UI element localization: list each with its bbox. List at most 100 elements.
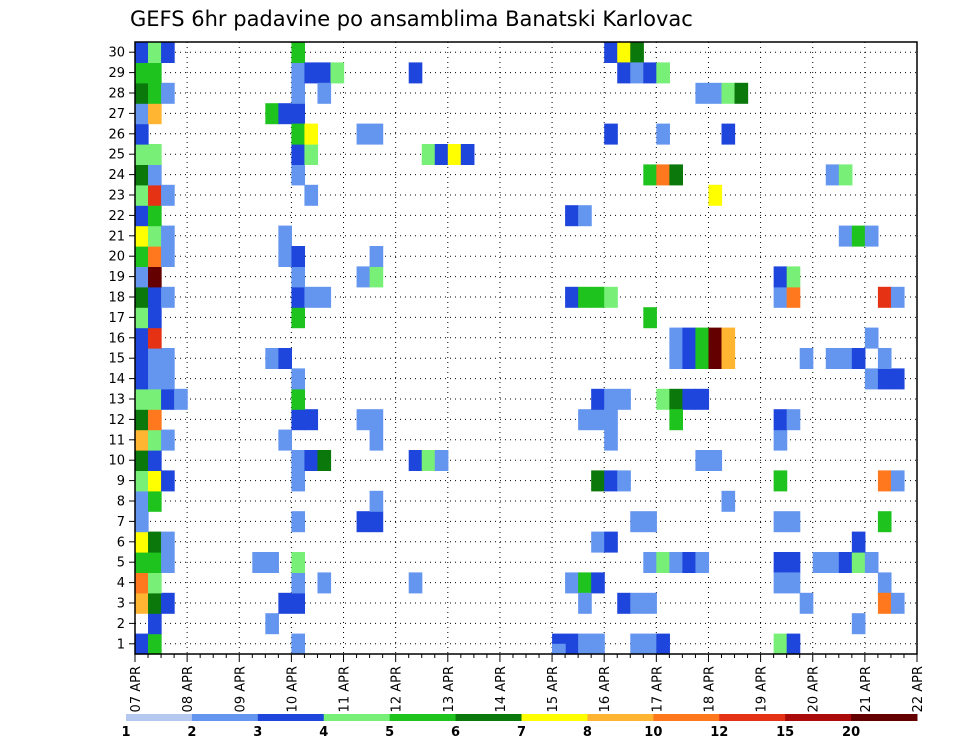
heatmap-cell bbox=[304, 450, 319, 471]
heatmap-cell bbox=[135, 42, 149, 63]
heatmap-cell bbox=[148, 633, 162, 655]
heatmap-cell bbox=[135, 205, 149, 227]
heatmap-cell bbox=[604, 409, 618, 431]
heatmap-cell bbox=[161, 552, 175, 573]
y-tick-label: 26 bbox=[108, 127, 125, 142]
heatmap-cell bbox=[291, 307, 306, 329]
heatmap-cell bbox=[135, 307, 149, 329]
heatmap-cell bbox=[877, 348, 892, 369]
heatmap-cell bbox=[630, 42, 644, 63]
y-tick-label: 16 bbox=[108, 331, 125, 346]
heatmap-cell bbox=[148, 409, 162, 431]
heatmap-cell bbox=[786, 552, 801, 573]
heatmap-cell bbox=[135, 429, 149, 451]
heatmap-cell bbox=[604, 388, 618, 410]
heatmap-cell bbox=[643, 62, 657, 84]
heatmap-cell bbox=[291, 368, 306, 390]
heatmap-cell bbox=[877, 286, 892, 308]
heatmap-cell bbox=[291, 42, 306, 63]
colorbar-swatch bbox=[719, 714, 786, 721]
heatmap-cell bbox=[135, 552, 149, 573]
heatmap-cell bbox=[656, 552, 670, 573]
heatmap-cell bbox=[421, 450, 436, 471]
heatmap-cell bbox=[669, 348, 683, 369]
heatmap-cell bbox=[890, 286, 905, 308]
heatmap-cell bbox=[604, 470, 618, 492]
y-tick-label: 24 bbox=[108, 168, 125, 183]
y-tick-label: 19 bbox=[108, 270, 125, 285]
heatmap-cell bbox=[786, 409, 801, 431]
heatmap-cell bbox=[408, 450, 423, 471]
heatmap-cell bbox=[617, 42, 631, 63]
heatmap-cell bbox=[291, 633, 306, 655]
heatmap-cell bbox=[148, 307, 162, 329]
colorbar-swatch bbox=[323, 714, 391, 721]
y-tick-label: 4 bbox=[117, 576, 125, 591]
heatmap-cell bbox=[656, 62, 670, 84]
y-tick-label: 9 bbox=[117, 474, 125, 489]
heatmap-cell bbox=[851, 348, 866, 369]
colorbar-label: 5 bbox=[385, 725, 394, 740]
heatmap-cell bbox=[148, 429, 162, 451]
heatmap-cell bbox=[799, 592, 814, 614]
heatmap-cell bbox=[161, 429, 175, 451]
heatmap-cell bbox=[669, 409, 683, 431]
heatmap-cell bbox=[317, 572, 332, 594]
heatmap-cell bbox=[148, 490, 162, 512]
heatmap-cell bbox=[695, 82, 710, 104]
heatmap-cell bbox=[278, 225, 292, 247]
heatmap-cell bbox=[825, 552, 840, 573]
heatmap-cell bbox=[161, 592, 175, 614]
heatmap-cell bbox=[161, 184, 175, 206]
heatmap-cell bbox=[708, 184, 723, 206]
heatmap-cell bbox=[773, 409, 788, 431]
heatmap-cell bbox=[148, 592, 162, 614]
heatmap-cell bbox=[135, 266, 149, 288]
heatmap-cell bbox=[773, 470, 788, 492]
heatmap-cell bbox=[265, 103, 279, 125]
heatmap-cell bbox=[565, 205, 579, 227]
heatmap-cell bbox=[786, 633, 801, 655]
heatmap-cell bbox=[291, 592, 306, 614]
heatmap-cell bbox=[877, 470, 892, 492]
heatmap-cell bbox=[278, 348, 292, 369]
heatmap-cell bbox=[721, 348, 736, 369]
y-tick-label: 5 bbox=[117, 556, 125, 571]
heatmap-cell bbox=[161, 348, 175, 369]
heatmap-cell bbox=[786, 266, 801, 288]
heatmap-cells bbox=[135, 42, 905, 655]
x-tick-label: 19 APR bbox=[755, 666, 770, 712]
x-tick-label: 11 APR bbox=[338, 666, 353, 712]
x-tick-label: 21 APR bbox=[859, 666, 874, 712]
heatmap-cell bbox=[148, 572, 162, 594]
heatmap-cell bbox=[135, 531, 149, 553]
heatmap-cell bbox=[317, 450, 332, 471]
heatmap-cell bbox=[330, 62, 345, 84]
colorbar-swatch bbox=[851, 714, 918, 721]
heatmap-cell bbox=[786, 286, 801, 308]
heatmap-cell bbox=[135, 286, 149, 308]
x-tick-label: 12 APR bbox=[390, 666, 405, 712]
heatmap-cell bbox=[148, 144, 162, 165]
heatmap-cell bbox=[369, 409, 384, 431]
heatmap-cell bbox=[148, 82, 162, 104]
y-tick-label: 15 bbox=[108, 352, 125, 367]
heatmap-cell bbox=[890, 592, 905, 614]
heatmap-cell bbox=[135, 184, 149, 206]
y-tick-label: 23 bbox=[108, 189, 125, 204]
heatmap-cell bbox=[135, 450, 149, 471]
y-tick-label: 17 bbox=[108, 311, 125, 326]
heatmap-cell bbox=[617, 388, 631, 410]
colorbar-label: 3 bbox=[253, 725, 262, 740]
x-tick-label: 09 APR bbox=[233, 666, 248, 712]
heatmap-cell bbox=[356, 266, 371, 288]
heatmap-cell bbox=[304, 286, 319, 308]
heatmap-cell bbox=[838, 225, 853, 247]
heatmap-cell bbox=[148, 552, 162, 573]
heatmap-cell bbox=[838, 552, 853, 573]
y-tick-label: 12 bbox=[108, 413, 125, 428]
y-tick-label: 7 bbox=[117, 515, 125, 530]
heatmap-cell bbox=[408, 572, 423, 594]
heatmap-cell bbox=[291, 62, 306, 84]
chart-title: GEFS 6hr padavine po ansamblima Banatski… bbox=[130, 7, 693, 31]
